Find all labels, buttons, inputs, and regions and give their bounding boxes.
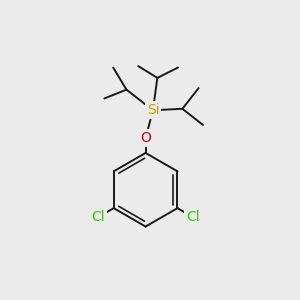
Text: Cl: Cl bbox=[92, 210, 105, 224]
Text: O: O bbox=[140, 131, 151, 145]
Text: Cl: Cl bbox=[186, 210, 200, 224]
Text: Si: Si bbox=[147, 103, 159, 117]
